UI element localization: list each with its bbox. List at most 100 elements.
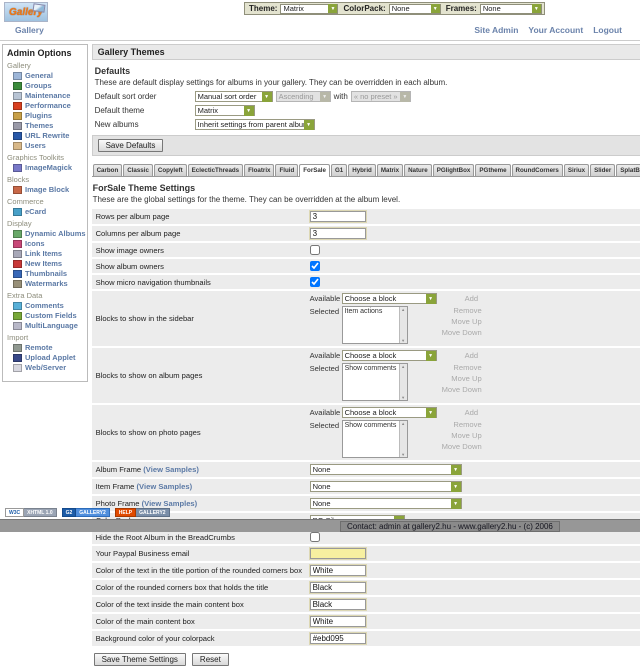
list-item[interactable]: Show comments (344, 422, 397, 429)
sidebar-move-up-button[interactable]: Move Up (451, 317, 482, 326)
album-move-down-button[interactable]: Move Down (441, 385, 482, 394)
photo-selected-blocks-list[interactable]: Show comments ▲ ▼ (341, 420, 408, 458)
sidebar-add-block-button[interactable]: Add (464, 294, 479, 303)
frames-select[interactable]: None ▼ (479, 3, 542, 14)
new-albums-select[interactable]: Inherit settings from parent album ▼ (194, 119, 315, 130)
sidebar-item-thumbnails[interactable]: Thumbnails (13, 269, 86, 278)
default-theme-select[interactable]: Matrix ▼ (194, 105, 255, 116)
sidebar-item-url-rewrite[interactable]: URL Rewrite (13, 131, 86, 140)
title-text-color-input[interactable] (308, 564, 367, 577)
tab-eclecticthreads[interactable]: EclecticThreads (187, 164, 244, 176)
scrollbar[interactable]: ▲ ▼ (398, 307, 407, 343)
footer-bar: Contact: admin at gallery2.hu - www.gall… (0, 519, 640, 532)
sidebar-item-icons[interactable]: Icons (13, 239, 86, 248)
album-frame-select[interactable]: None ▼ (309, 464, 462, 475)
album-available-block-select[interactable]: Choose a block ▼ (341, 350, 437, 361)
colorpack-select[interactable]: None ▼ (388, 3, 441, 14)
photo-remove-block-button[interactable]: Remove (453, 420, 482, 429)
hide-root-album-checkbox[interactable] (309, 532, 320, 542)
photo-add-block-button[interactable]: Add (464, 408, 479, 417)
photo-move-up-button[interactable]: Move Up (451, 431, 482, 440)
sidebar-item-dynamic-albums[interactable]: Dynamic Albums (13, 229, 86, 238)
sidebar-item-web-server[interactable]: Web/Server (13, 363, 86, 372)
your-account-link[interactable]: Your Account (528, 25, 584, 35)
photo-available-block-select[interactable]: Choose a block ▼ (341, 407, 437, 418)
tab-nature[interactable]: Nature (404, 164, 432, 176)
sidebar-item-plugins[interactable]: Plugins (13, 111, 86, 120)
sidebar-item-performance[interactable]: Performance (13, 101, 86, 110)
tab-fluid[interactable]: Fluid (275, 164, 299, 176)
content-box-color-input[interactable] (308, 615, 367, 628)
tab-floatrix[interactable]: Floatrix (244, 164, 275, 176)
photo-frame-select[interactable]: None ▼ (309, 498, 462, 509)
sidebar-item-new-items[interactable]: New Items (13, 259, 86, 268)
rows-per-album-page-input[interactable] (308, 210, 367, 223)
sidebar-item-groups[interactable]: Groups (13, 81, 86, 90)
tab-hybrid[interactable]: Hybrid (348, 164, 376, 176)
save-defaults-button[interactable]: Save Defaults (97, 139, 164, 152)
tab-classic[interactable]: Classic (123, 164, 153, 176)
tab-splatbang[interactable]: SplatBang (616, 164, 640, 176)
sidebar-item-link-items[interactable]: Link Items (13, 249, 86, 258)
sidebar-item-custom-fields[interactable]: Custom Fields (13, 311, 86, 320)
tab-matrix[interactable]: Matrix (376, 164, 404, 176)
paypal-email-input[interactable] (308, 547, 367, 560)
list-item[interactable]: Item actions (344, 308, 383, 315)
album-add-block-button[interactable]: Add (464, 351, 479, 360)
sidebar-item-remote[interactable]: Remote (13, 343, 86, 352)
tab-pglightbox[interactable]: PGlightBox (432, 164, 475, 176)
album-move-up-button[interactable]: Move Up (451, 374, 482, 383)
sidebar-item-upload-applet[interactable]: Upload Applet (13, 353, 86, 362)
sidebar-item-multilanguage[interactable]: MultiLanguage (13, 321, 86, 330)
content-text-color-input[interactable] (308, 598, 367, 611)
scrollbar[interactable]: ▲ ▼ (398, 421, 407, 457)
sidebar-item-users[interactable]: Users (13, 141, 86, 150)
sidebar-remove-block-button[interactable]: Remove (453, 306, 482, 315)
default-sort-order-select[interactable]: Manual sort order ▼ (194, 91, 273, 102)
album-selected-blocks-list[interactable]: Show comments ▲ ▼ (341, 363, 408, 401)
tab-copyleft[interactable]: Copyleft (153, 164, 187, 176)
scrollbar[interactable]: ▲ ▼ (398, 364, 407, 400)
gallery-logo[interactable]: Gallery (4, 2, 48, 22)
site-admin-link[interactable]: Site Admin (474, 25, 519, 35)
tab-slider[interactable]: Slider (590, 164, 616, 176)
sidebar-item-general[interactable]: General (13, 71, 86, 80)
show-album-owners-checkbox[interactable] (309, 261, 320, 271)
sidebar-selected-blocks-list[interactable]: Item actions ▲ ▼ (341, 306, 408, 344)
theme-select[interactable]: Matrix ▼ (280, 3, 339, 14)
logout-link[interactable]: Logout (593, 25, 622, 35)
item-frame-view-samples-link[interactable]: (View Samples) (136, 482, 193, 491)
tab-pgtheme[interactable]: PGtheme (475, 164, 511, 176)
help-badge[interactable]: HELP GALLERY2 (114, 508, 170, 517)
photo-move-down-button[interactable]: Move Down (441, 442, 482, 451)
columns-per-album-page-input[interactable] (308, 227, 367, 240)
sidebar-available-block-select[interactable]: Choose a block ▼ (341, 293, 437, 304)
show-micro-navigation-thumbnails-checkbox[interactable] (309, 277, 320, 287)
item-frame-select[interactable]: None ▼ (309, 481, 462, 492)
sidebar-item-ecard[interactable]: eCard (13, 207, 86, 216)
sidebar-item-image-block[interactable]: Image Block (13, 185, 86, 194)
tab-g1[interactable]: G1 (330, 164, 348, 176)
background-color-input[interactable] (308, 632, 367, 645)
save-theme-settings-button[interactable]: Save Theme Settings (93, 653, 186, 666)
title-box-color-input[interactable] (308, 581, 367, 594)
tab-roundcorners[interactable]: RoundCorners (511, 164, 563, 176)
sidebar-item-themes[interactable]: Themes (13, 121, 86, 130)
xhtml-badge[interactable]: W3C XHTML 1.0 (5, 508, 57, 517)
tab-carbon[interactable]: Carbon (92, 164, 123, 176)
sidebar-item-maintenance[interactable]: Maintenance (13, 91, 86, 100)
breadcrumb[interactable]: Gallery (15, 25, 44, 35)
reset-button[interactable]: Reset (191, 653, 229, 666)
sidebar-move-down-button[interactable]: Move Down (441, 328, 482, 337)
tab-siriux[interactable]: Siriux (563, 164, 590, 176)
list-item[interactable]: Show comments (344, 365, 397, 372)
sidebar-item-imagemagick[interactable]: ImageMagick (13, 163, 86, 172)
show-image-owners-checkbox[interactable] (309, 245, 320, 255)
album-frame-view-samples-link[interactable]: (View Samples) (143, 465, 199, 474)
tab-forsale[interactable]: ForSale (299, 164, 330, 177)
album-remove-block-button[interactable]: Remove (453, 363, 482, 372)
gallery2-badge[interactable]: G2 GALLERY2 (61, 508, 110, 517)
sidebar-item-comments[interactable]: Comments (13, 301, 86, 310)
sidebar-item-watermarks[interactable]: Watermarks (13, 279, 86, 288)
photo-frame-view-samples-link[interactable]: (View Samples) (141, 499, 198, 508)
